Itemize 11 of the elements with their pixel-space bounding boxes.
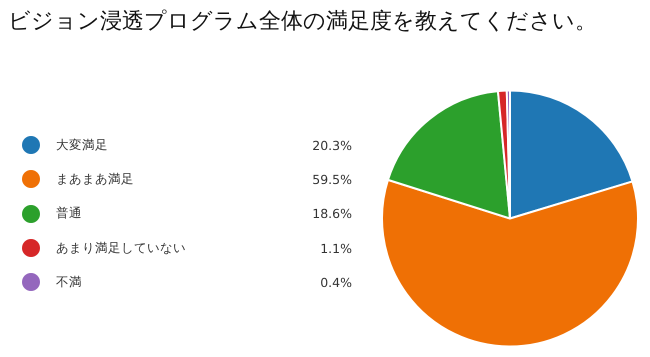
legend-label: まあまあ満足 — [56, 170, 135, 188]
legend-label: あまり満足していない — [56, 240, 187, 257]
data-label: 0.4% — [320, 274, 352, 290]
data-label: 59.5% — [312, 172, 352, 187]
legend-label: 普通 — [56, 205, 83, 222]
legend-label: 大変満足 — [56, 136, 109, 154]
legend-label: 不満 — [56, 274, 83, 291]
data-label: 20.3% — [312, 138, 352, 153]
data-label: 18.6% — [312, 206, 352, 222]
data-label: 1.1% — [320, 240, 352, 256]
chart-title: ビジョン浸透プログラム全体の満足度を教えてください。 — [8, 8, 597, 36]
